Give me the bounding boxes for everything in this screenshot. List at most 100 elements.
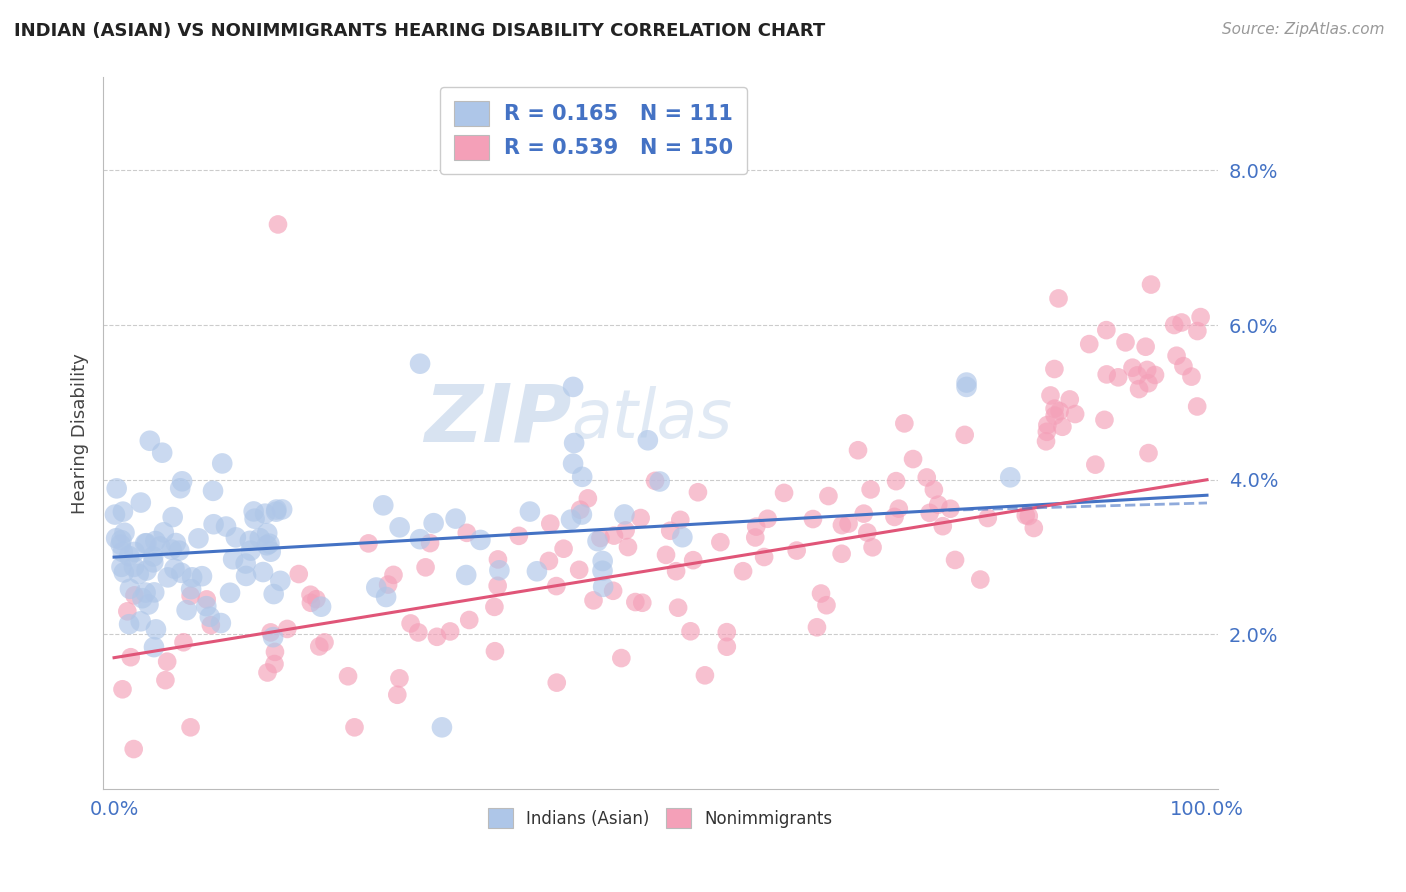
- Point: [932, 519, 955, 533]
- Point: [571, 508, 593, 522]
- Point: [1036, 425, 1059, 439]
- Point: [1043, 362, 1066, 376]
- Text: INDIAN (ASIAN) VS NONIMMIGRANTS HEARING DISABILITY CORRELATION CHART: INDIAN (ASIAN) VS NONIMMIGRANTS HEARING …: [14, 22, 825, 40]
- Point: [239, 533, 262, 548]
- Point: [104, 508, 127, 522]
- Point: [484, 599, 506, 614]
- Point: [314, 635, 336, 649]
- Point: [149, 540, 172, 554]
- Point: [142, 555, 165, 569]
- Point: [128, 566, 150, 581]
- Point: [486, 579, 509, 593]
- Point: [256, 665, 278, 680]
- Point: [665, 564, 688, 578]
- Point: [630, 511, 652, 525]
- Point: [1059, 392, 1081, 407]
- Point: [156, 570, 179, 584]
- Point: [939, 501, 962, 516]
- Point: [163, 561, 186, 575]
- Point: [1170, 316, 1192, 330]
- Point: [1115, 335, 1137, 350]
- Point: [831, 547, 853, 561]
- Point: [143, 585, 166, 599]
- Point: [156, 655, 179, 669]
- Point: [387, 688, 409, 702]
- Point: [209, 615, 232, 630]
- Legend: Indians (Asian), Nonimmigrants: Indians (Asian), Nonimmigrants: [481, 802, 839, 834]
- Point: [756, 512, 779, 526]
- Point: [122, 742, 145, 756]
- Point: [602, 583, 624, 598]
- Point: [562, 380, 585, 394]
- Point: [187, 532, 209, 546]
- Point: [1035, 434, 1057, 449]
- Point: [219, 586, 242, 600]
- Point: [252, 565, 274, 579]
- Point: [271, 502, 294, 516]
- Point: [553, 541, 575, 556]
- Point: [1187, 324, 1209, 338]
- Point: [1049, 404, 1071, 418]
- Point: [135, 585, 157, 599]
- Point: [856, 525, 879, 540]
- Point: [682, 553, 704, 567]
- Point: [686, 485, 709, 500]
- Point: [603, 528, 626, 542]
- Point: [105, 481, 128, 495]
- Point: [537, 554, 560, 568]
- Point: [260, 544, 283, 558]
- Point: [752, 549, 775, 564]
- Point: [458, 613, 481, 627]
- Point: [180, 582, 202, 596]
- Point: [470, 533, 492, 547]
- Point: [610, 651, 633, 665]
- Point: [118, 549, 141, 563]
- Point: [111, 505, 134, 519]
- Point: [637, 434, 659, 448]
- Point: [382, 567, 405, 582]
- Point: [408, 625, 430, 640]
- Point: [1180, 369, 1202, 384]
- Point: [239, 543, 262, 558]
- Point: [1022, 521, 1045, 535]
- Point: [377, 577, 399, 591]
- Point: [838, 516, 860, 531]
- Point: [176, 603, 198, 617]
- Point: [337, 669, 360, 683]
- Point: [901, 452, 924, 467]
- Point: [631, 596, 654, 610]
- Y-axis label: Hearing Disability: Hearing Disability: [72, 353, 89, 514]
- Point: [135, 536, 157, 550]
- Point: [562, 457, 585, 471]
- Point: [1136, 363, 1159, 377]
- Point: [110, 560, 132, 574]
- Point: [508, 529, 530, 543]
- Point: [846, 443, 869, 458]
- Point: [195, 599, 218, 614]
- Point: [256, 526, 278, 541]
- Point: [648, 475, 671, 489]
- Point: [786, 543, 808, 558]
- Point: [112, 566, 135, 580]
- Point: [1135, 340, 1157, 354]
- Point: [235, 557, 257, 571]
- Point: [305, 592, 328, 607]
- Point: [456, 525, 478, 540]
- Text: Source: ZipAtlas.com: Source: ZipAtlas.com: [1222, 22, 1385, 37]
- Point: [810, 586, 832, 600]
- Point: [422, 516, 444, 531]
- Point: [211, 457, 233, 471]
- Point: [852, 507, 875, 521]
- Point: [486, 552, 509, 566]
- Point: [918, 506, 941, 520]
- Point: [105, 531, 128, 545]
- Point: [150, 446, 173, 460]
- Point: [538, 516, 561, 531]
- Point: [1121, 360, 1143, 375]
- Point: [198, 609, 221, 624]
- Point: [444, 511, 467, 525]
- Point: [456, 568, 478, 582]
- Point: [1095, 368, 1118, 382]
- Point: [1094, 413, 1116, 427]
- Point: [145, 623, 167, 637]
